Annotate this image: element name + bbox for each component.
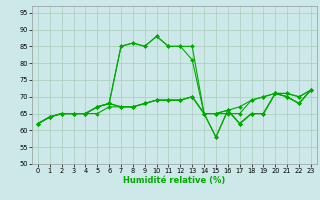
X-axis label: Humidité relative (%): Humidité relative (%) bbox=[123, 176, 226, 185]
